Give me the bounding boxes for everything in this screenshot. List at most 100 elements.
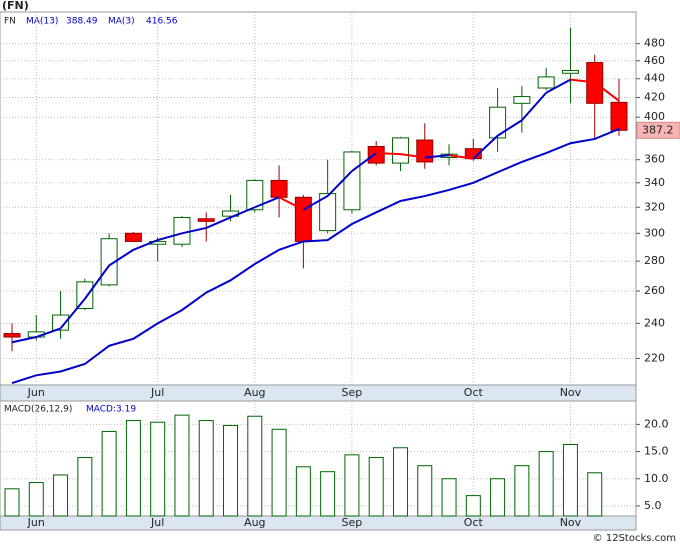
ma-segment xyxy=(400,153,425,159)
candle-body xyxy=(270,179,288,198)
y-tick-label: 460 xyxy=(644,54,665,67)
candle-body xyxy=(197,218,215,222)
x-tick-label: Nov xyxy=(560,386,582,399)
x-tick-label: Jul xyxy=(150,386,164,399)
y-tick-label: 480 xyxy=(644,37,665,50)
ma-segment xyxy=(326,170,353,197)
x-tick-label: Oct xyxy=(464,516,484,529)
macd-legend: MACD:3.19 xyxy=(86,405,136,415)
macd-bar xyxy=(465,495,481,517)
ma-segment xyxy=(35,327,61,338)
ma-segment xyxy=(133,239,159,251)
x-tick-label: Aug xyxy=(244,516,265,529)
ma-segment xyxy=(230,206,256,219)
macd-bar xyxy=(392,447,408,517)
macd-bar xyxy=(4,488,20,517)
candle-body xyxy=(489,106,507,139)
footer: © 12Stocks.com xyxy=(593,533,676,544)
ma-segment xyxy=(157,232,183,242)
candle-body xyxy=(319,193,337,232)
ma-segment xyxy=(594,81,620,102)
y-tick-label: 400 xyxy=(644,110,665,123)
macd-bar xyxy=(271,428,287,517)
candle-body xyxy=(537,76,555,89)
x-tick-label: Oct xyxy=(464,386,484,399)
macd-bar xyxy=(198,420,214,517)
ma-segment xyxy=(472,135,499,160)
x-axis-band xyxy=(0,515,637,531)
macd-title: MACD(26,12,9) xyxy=(4,405,72,415)
y-tick-label: 15.0 xyxy=(644,445,669,458)
y-tick-label: 5.0 xyxy=(644,499,662,512)
y-tick-label: 240 xyxy=(644,316,665,329)
y-tick-label: 440 xyxy=(644,72,665,85)
ma-segment xyxy=(11,336,37,344)
y-tick-label: 320 xyxy=(644,200,665,213)
x-tick-label: Sep xyxy=(342,516,363,529)
ma-segment xyxy=(448,154,474,160)
candle-body xyxy=(3,333,21,338)
legend-value: 388.49 xyxy=(66,17,98,27)
legend-symbol: FN xyxy=(4,17,16,27)
macd-bar xyxy=(441,478,457,517)
candle-body xyxy=(513,96,531,104)
candle-body xyxy=(367,145,385,164)
ma-segment xyxy=(497,119,523,137)
ma-line xyxy=(11,128,620,384)
y-tick-label: 280 xyxy=(644,254,665,267)
candle-body xyxy=(124,232,142,242)
candle-body xyxy=(391,137,409,164)
candle-body xyxy=(610,101,628,131)
last-price-label: 387.2 xyxy=(642,123,674,136)
ma-segment xyxy=(351,152,377,172)
macd-bar xyxy=(368,457,384,517)
ma-segment xyxy=(205,216,231,229)
y-tick-label: 260 xyxy=(644,284,665,297)
x-tick-label: Aug xyxy=(244,386,265,399)
y-tick-label: 10.0 xyxy=(644,472,669,485)
ma-segment xyxy=(254,196,280,209)
ma-segment xyxy=(278,196,304,211)
macd-bar xyxy=(514,465,530,517)
macd-bar xyxy=(77,457,93,517)
macd-bar xyxy=(53,474,69,517)
macd-bar xyxy=(295,466,311,517)
candle-body xyxy=(173,216,191,245)
y-tick-label: 360 xyxy=(644,153,665,166)
x-tick-label: Jul xyxy=(150,516,164,529)
candle-body xyxy=(561,70,579,74)
macd-bar xyxy=(320,471,336,517)
macd-bar xyxy=(587,472,603,517)
macd-bar xyxy=(538,451,554,517)
candle-body xyxy=(246,179,264,211)
legend-entry: MA(3) xyxy=(108,17,135,27)
y-tick-label: 300 xyxy=(644,226,665,239)
ma-segment xyxy=(545,78,571,94)
ma-segment xyxy=(521,92,547,121)
macd-bar xyxy=(174,414,190,517)
x-tick-label: Jun xyxy=(27,516,45,529)
macd-bar xyxy=(344,454,360,517)
y-tick-label: 420 xyxy=(644,91,665,104)
last-price-box xyxy=(636,121,680,139)
macd-bar xyxy=(417,465,433,517)
ma-segment xyxy=(108,248,134,267)
candle-body xyxy=(52,314,70,331)
chart-title: (FN) xyxy=(2,0,29,12)
ma-segment xyxy=(570,78,595,84)
x-tick-label: Jun xyxy=(27,386,45,399)
ma-segment xyxy=(302,195,329,211)
legend-entry: MA(13) xyxy=(26,17,58,27)
y-tick-label: 340 xyxy=(644,176,665,189)
ma-segment xyxy=(84,264,110,300)
price-panel xyxy=(0,11,637,386)
macd-bar xyxy=(490,478,506,517)
macd-bar xyxy=(247,415,263,517)
macd-bar xyxy=(562,443,578,517)
candle-body xyxy=(343,151,361,211)
legend-value: 416.56 xyxy=(146,17,178,27)
ma-segment xyxy=(181,226,207,235)
candle-body xyxy=(416,139,434,163)
